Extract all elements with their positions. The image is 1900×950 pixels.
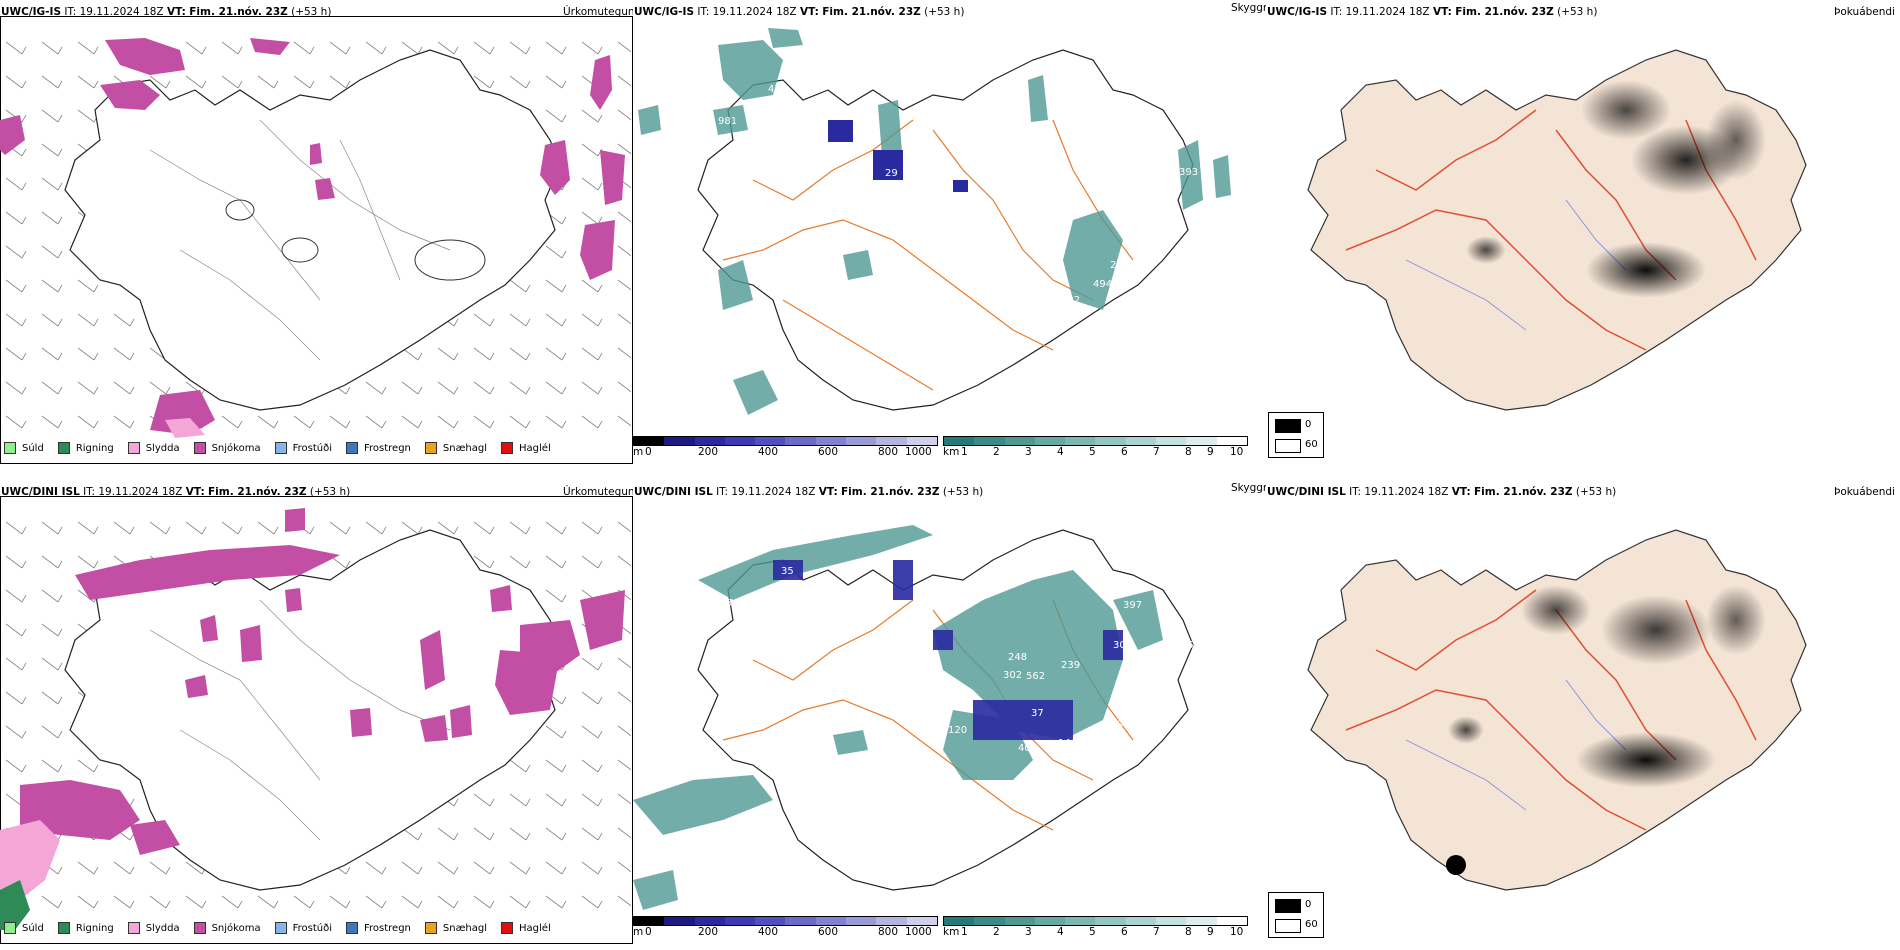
cloud-label: 397	[1123, 600, 1142, 611]
legend-item: Frostúði	[274, 922, 332, 934]
cloud-label: 37	[1031, 708, 1044, 719]
fog-title: Þokuábendi	[1834, 6, 1895, 18]
header-row2-cloud: UWC/DINI ISL IT: 19.11.2024 18Z VT: Fim.…	[634, 486, 984, 498]
header-row1: UWC/IG-IS IT: 19.11.2024 18Z VT: Fim. 21…	[1, 6, 332, 18]
colorbar-km-top: km 1 2 3 4 5 6 7 8 9 10	[943, 436, 1248, 462]
valid-time: Fim. 21.nóv. 23Z	[189, 6, 288, 18]
legend-item: Rigning	[57, 922, 114, 934]
fog-legend-bottom: 0 60	[1268, 892, 1324, 938]
cloud-map-bottom: 35 603 812 27 397 300 152 466 248 562 30…	[633, 525, 1200, 910]
lead-time: (+53 h)	[291, 6, 332, 18]
init-time: 19.11.2024 18Z	[79, 6, 164, 18]
legend-item: Rigning	[57, 442, 114, 454]
colorbar-m-top: m 0 200 400 600 800 1000	[633, 436, 938, 462]
header-row2: UWC/DINI ISL IT: 19.11.2024 18Z VT: Fim.…	[1, 486, 351, 498]
precip-frame-top	[0, 16, 633, 464]
cloud-label: 145	[1098, 743, 1117, 754]
precip-legend-top: Súld Rigning Slydda Snjókoma Frostúði Fr…	[4, 440, 565, 456]
colorbar-km-strip	[943, 436, 1248, 446]
legend-item: Snjókoma	[193, 442, 261, 454]
precip-frame-bottom	[0, 496, 633, 944]
legend-item: Snæhagl	[424, 922, 487, 934]
cloud-label: 27	[815, 590, 828, 601]
header-row2-fog: UWC/DINI ISL IT: 19.11.2024 18Z VT: Fim.…	[1267, 486, 1617, 498]
cloud-label: 981	[718, 116, 737, 127]
cloud-label: 248	[1008, 652, 1027, 663]
cloud-label: 300	[1113, 640, 1132, 651]
precip-title: Úrkomutegund	[563, 6, 633, 18]
cloud-label: 603	[713, 598, 732, 609]
cloud-title: Skyggni	[1231, 2, 1266, 14]
colorbar-m-bottom: m 0 200 400 600 800 1000	[633, 916, 938, 942]
legend-item: Súld	[4, 922, 44, 934]
legend-item: Haglél	[501, 922, 551, 934]
cloud-panel-bottom: UWC/DINI ISL IT: 19.11.2024 18Z VT: Fim.…	[633, 480, 1266, 950]
cloud-panel-top: UWC/IG-IS IT: 19.11.2024 18Z VT: Fim. 21…	[633, 0, 1266, 470]
cloud-label: 239	[1061, 660, 1080, 671]
cloud-label: 405	[1018, 743, 1037, 754]
legend-item: Haglél	[501, 442, 551, 454]
cloud-map: 470 981 29 393 249 494 602	[638, 28, 1231, 415]
header-row1-cloud: UWC/IG-IS IT: 19.11.2024 18Z VT: Fim. 21…	[634, 6, 965, 18]
precip-map-bottom	[0, 508, 631, 930]
cloud-label: 562	[1026, 671, 1045, 682]
cloud-label: 393	[1179, 167, 1198, 178]
fog-panel-top: UWC/IG-IS IT: 19.11.2024 18Z VT: Fim. 21…	[1266, 0, 1900, 470]
legend-item: Snjókoma	[193, 922, 261, 934]
colorbar-km-bottom: km 1 2 3 4 5 6 7 8 9 10	[943, 916, 1248, 942]
cloud-label: 302	[1003, 670, 1022, 681]
fog-map	[1307, 49, 1807, 411]
legend-item: Slydda	[127, 442, 180, 454]
cloud-label: 470	[768, 84, 787, 95]
legend-item: Súld	[4, 442, 44, 454]
legend-item: Frostregn	[346, 442, 411, 454]
legend-item: Frostúði	[274, 442, 332, 454]
precip-panel-top: UWC/IG-IS IT: 19.11.2024 18Z VT: Fim. 21…	[0, 0, 633, 470]
cloud-label: 602	[1061, 295, 1080, 306]
colorbar-m-strip	[633, 436, 938, 446]
cloud-label: 146	[1058, 738, 1077, 749]
cloud-label: 199	[1111, 719, 1130, 730]
legend-item: Slydda	[127, 922, 180, 934]
cloud-label: 120	[948, 725, 967, 736]
precip-legend-bottom: Súld Rigning Slydda Snjókoma Frostúði Fr…	[4, 920, 565, 936]
cloud-label: 466	[1153, 650, 1172, 661]
iceland-outline	[64, 49, 561, 411]
fog-map-bottom	[1307, 529, 1807, 891]
cloud-label: 161	[1118, 740, 1137, 751]
cloud-label: 152	[1181, 640, 1200, 651]
cloud-label: 812	[793, 590, 812, 601]
cloud-label: 494	[1093, 279, 1112, 290]
model-name: UWC/IG-IS	[1, 6, 62, 18]
precip-panel-bottom: UWC/DINI ISL IT: 19.11.2024 18Z VT: Fim.…	[0, 480, 633, 950]
cloud-label: 249	[1110, 260, 1129, 271]
precip-map	[0, 36, 631, 438]
fog-panel-bottom: UWC/DINI ISL IT: 19.11.2024 18Z VT: Fim.…	[1266, 480, 1900, 950]
fog-legend-top: 0 60	[1268, 412, 1324, 458]
cloud-label: 35	[781, 566, 794, 577]
cloud-label: 29	[885, 168, 898, 179]
legend-item: Snæhagl	[424, 442, 487, 454]
header-row1-fog: UWC/IG-IS IT: 19.11.2024 18Z VT: Fim. 21…	[1267, 6, 1598, 18]
legend-item: Frostregn	[346, 922, 411, 934]
